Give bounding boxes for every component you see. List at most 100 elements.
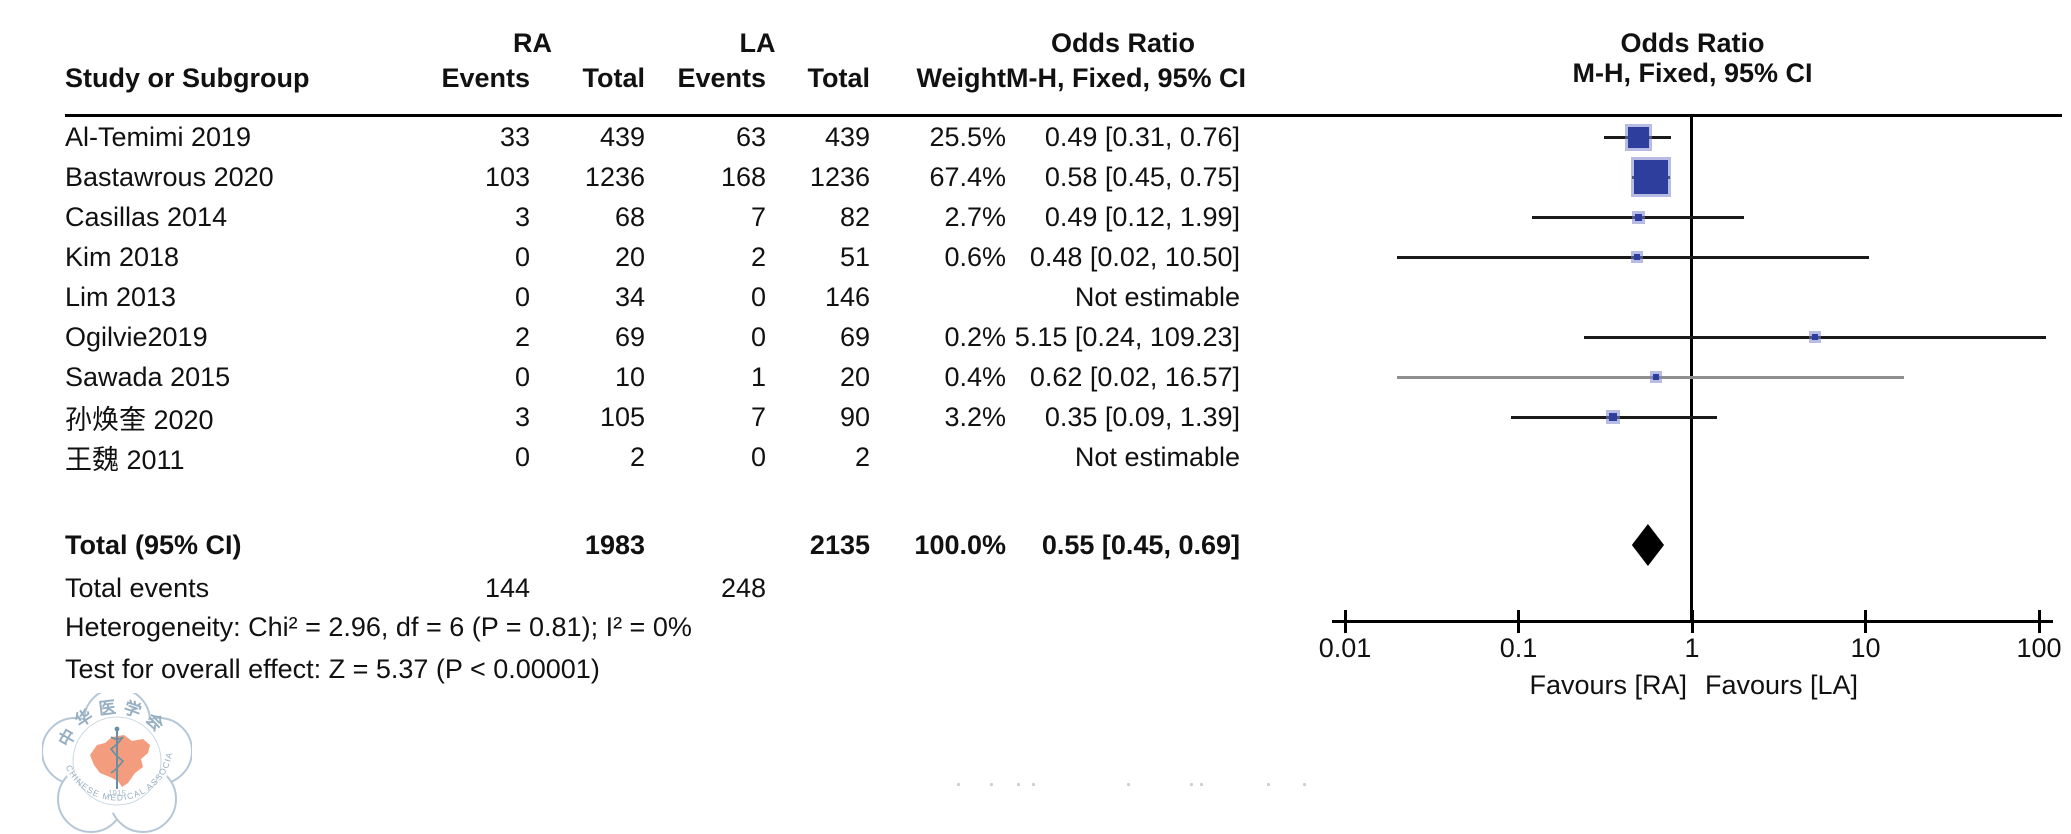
speck [1267, 783, 1270, 786]
la-events-value: 0 [750, 281, 766, 312]
total-weight: 100.0% [914, 529, 1006, 560]
plot-subtitle: M-H, Fixed, 95% CI [1572, 58, 1813, 88]
la-total-value: 82 [839, 201, 870, 232]
weight-value: 2.7% [944, 201, 1006, 232]
la-total-value: 20 [839, 361, 870, 392]
group-header-la: LA [739, 28, 776, 58]
total-or-ci: 0.55 [0.45, 0.69] [1041, 529, 1240, 560]
or-ci-value: 5.15 [0.24, 109.23] [1014, 321, 1240, 352]
speck [957, 783, 960, 786]
la-events-value: 0 [750, 441, 766, 472]
la-events-value: 1 [750, 361, 766, 392]
total-la-total: 2135 [809, 529, 870, 560]
ra-events-value: 103 [484, 161, 530, 192]
weight-value: 0.4% [944, 361, 1006, 392]
col-header-ra-total: Total [582, 62, 646, 93]
table-row: 王魏 2011 0 2 0 2 Not estimable [65, 437, 1240, 477]
ra-events-value: 0 [514, 441, 530, 472]
or-ci-value: Not estimable [1074, 281, 1240, 312]
or-point-square [1633, 254, 1640, 260]
or-ci-value: 0.58 [0.45, 0.75] [1044, 161, 1240, 192]
pooled-diamond [1631, 524, 1665, 566]
odds-ratio-column-title: Odds Ratio [1050, 28, 1195, 58]
study-name: Kim 2018 [65, 241, 180, 272]
axis-tick [1517, 610, 1520, 633]
table-row: Kim 2018 0 20 2 51 0.6% 0.48 [0.02, 10.5… [65, 237, 1240, 277]
logo-year: 1915 [108, 789, 126, 798]
table-row: 孙焕奎 2020 3 105 7 90 3.2% 0.35 [0.09, 1.3… [65, 397, 1240, 437]
or-ci-value: Not estimable [1074, 441, 1240, 472]
or-ci-value: 0.35 [0.09, 1.39] [1044, 401, 1240, 432]
la-events-value: 2 [750, 241, 766, 272]
axis-tick [1343, 610, 1347, 633]
speck [1190, 783, 1193, 786]
ra-events-value: 0 [514, 281, 530, 312]
or-point-square [1633, 160, 1668, 194]
ra-total-value: 34 [614, 281, 645, 312]
la-total-value: 90 [839, 401, 870, 432]
null-effect-line [1690, 117, 1693, 623]
table-row: Ogilvie2019 2 69 0 69 0.2% 5.15 [0.24, 1… [65, 317, 1240, 357]
la-total-value: 146 [824, 281, 870, 312]
weight-value: 0.6% [944, 241, 1006, 272]
col-header-la-events: Events [677, 62, 766, 93]
la-total-value: 2 [854, 441, 870, 472]
la-events-value: 7 [750, 401, 766, 432]
total-events-la: 248 [720, 572, 766, 603]
table-row: Bastawrous 2020 103 1236 168 1236 67.4% … [65, 157, 1240, 197]
heterogeneity-text: Heterogeneity: Chi² = 2.96, df = 6 (P = … [65, 612, 692, 642]
table-row: Casillas 2014 3 68 7 82 2.7% 0.49 [0.12,… [65, 197, 1240, 237]
la-events-value: 168 [720, 161, 766, 192]
axis-tick [1690, 610, 1694, 633]
ra-events-value: 0 [514, 241, 530, 272]
study-name: Al-Temimi 2019 [65, 121, 252, 152]
or-point-square [1652, 374, 1659, 380]
table-row: Sawada 2015 0 10 1 20 0.4% 0.62 [0.02, 1… [65, 357, 1240, 397]
ra-events-value: 2 [514, 321, 530, 352]
favours-left-label: Favours [RA] [1529, 670, 1687, 700]
speck [990, 783, 993, 786]
ra-events-value: 0 [514, 361, 530, 392]
col-header-weight: Weight [916, 62, 1007, 93]
ci-line [1397, 375, 1904, 379]
study-name: 孙焕奎 2020 [65, 404, 214, 435]
table-row: Al-Temimi 2019 33 439 63 439 25.5% 0.49 … [65, 117, 1240, 157]
weight-value: 3.2% [944, 401, 1006, 432]
weight-value: 0.2% [944, 321, 1006, 352]
ra-events-value: 3 [514, 201, 530, 232]
axis-tick-label: 0.01 [1318, 633, 1372, 663]
overall-effect-text: Test for overall effect: Z = 5.37 (P < 0… [65, 654, 600, 684]
group-header-ra: RA [513, 28, 552, 58]
ra-total-value: 68 [614, 201, 645, 232]
la-events-value: 7 [750, 201, 766, 232]
ra-events-value: 3 [514, 401, 530, 432]
or-ci-value: 0.62 [0.02, 16.57] [1029, 361, 1240, 392]
axis-tick [2037, 610, 2041, 633]
plot-title: Odds Ratio [1620, 28, 1765, 58]
axis-tick-label: 0.1 [1499, 633, 1538, 663]
or-ci-value: 0.49 [0.12, 1.99] [1044, 201, 1240, 232]
total-events-ra: 144 [484, 572, 530, 603]
or-ci-value: 0.49 [0.31, 0.76] [1044, 121, 1240, 152]
total-events-label: Total events [65, 572, 210, 603]
ra-events-value: 33 [499, 121, 530, 152]
or-ci-value: 0.48 [0.02, 10.50] [1029, 241, 1240, 272]
speck [1032, 783, 1035, 786]
la-total-value: 439 [824, 121, 870, 152]
total-row: Total (95% CI) 1983 2135 100.0% 0.55 [0.… [65, 525, 1240, 565]
total-ra-total: 1983 [584, 529, 645, 560]
total-events-row: Total events 144 248 [65, 568, 1240, 608]
study-name: Casillas 2014 [65, 201, 228, 232]
ci-line [1397, 255, 1870, 259]
study-name: Bastawrous 2020 [65, 161, 274, 192]
ra-total-value: 105 [599, 401, 645, 432]
axis-tick-label: 10 [1850, 633, 1881, 663]
logo-china-map [90, 735, 150, 787]
ra-total-value: 10 [614, 361, 645, 392]
cma-logo: 中华医学会 CHINESE MEDICAL ASSOCIATION 1915 [42, 693, 192, 833]
or-point-square [1627, 126, 1649, 148]
ra-total-value: 2 [629, 441, 645, 472]
col-header-la-total: Total [807, 62, 871, 93]
col-header-ra-events: Events [441, 62, 530, 93]
